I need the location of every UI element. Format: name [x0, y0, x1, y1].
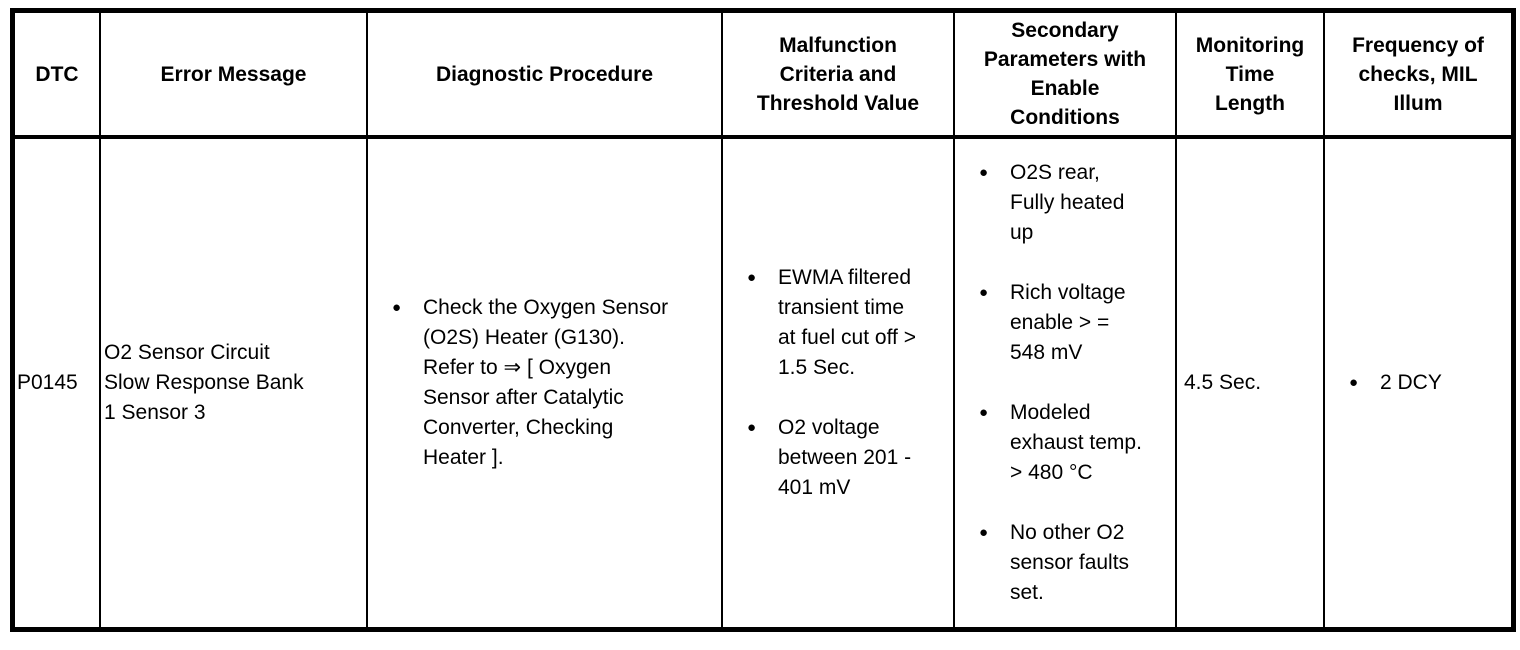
- header-secondary-parameters: Secondary Parameters with Enable Conditi…: [955, 13, 1177, 139]
- cell-secondary-parameters: O2S rear, Fully heated up Rich voltage en…: [955, 139, 1177, 627]
- bullet-item: 2 DCY: [1349, 368, 1503, 398]
- cell-frequency-of-checks: 2 DCY: [1325, 139, 1511, 627]
- cell-error-message: O2 Sensor Circuit Slow Response Bank 1 S…: [101, 139, 368, 627]
- cell-malfunction-criteria: EWMA filtered transient time at fuel cut…: [723, 139, 955, 627]
- bullet-item: EWMA filtered transient time at fuel cut…: [747, 263, 945, 383]
- table-row: P0145 O2 Sensor Circuit Slow Response Ba…: [15, 139, 1511, 627]
- cell-monitoring-time: 4.5 Sec.: [1177, 139, 1325, 627]
- header-frequency-of-checks: Frequency of checks, MIL Illum: [1325, 13, 1511, 139]
- malfunction-criteria-list: EWMA filtered transient time at fuel cut…: [725, 263, 951, 503]
- bullet-item: Rich voltage enable > = 548 mV: [979, 278, 1167, 368]
- header-dtc: DTC: [15, 13, 101, 139]
- bullet-item: No other O2 sensor faults set.: [979, 518, 1167, 608]
- header-error-message: Error Message: [101, 13, 368, 139]
- frequency-list: 2 DCY: [1327, 368, 1509, 398]
- dtc-table: DTC Error Message Diagnostic Procedure M…: [10, 8, 1516, 632]
- bullet-item: O2S rear, Fully heated up: [979, 158, 1167, 248]
- header-diagnostic-procedure: Diagnostic Procedure: [368, 13, 723, 139]
- diagnostic-procedure-list: Check the Oxygen Sensor (O2S) Heater (G1…: [370, 293, 719, 473]
- bullet-item: Check the Oxygen Sensor (O2S) Heater (G1…: [392, 293, 713, 473]
- header-monitoring-time: Monitoring Time Length: [1177, 13, 1325, 139]
- header-row: DTC Error Message Diagnostic Procedure M…: [15, 13, 1511, 139]
- bullet-item: Modeled exhaust temp. > 480 °C: [979, 398, 1167, 488]
- cell-diagnostic-procedure: Check the Oxygen Sensor (O2S) Heater (G1…: [368, 139, 723, 627]
- header-malfunction-criteria: Malfunction Criteria and Threshold Value: [723, 13, 955, 139]
- document-page: DTC Error Message Diagnostic Procedure M…: [0, 0, 1520, 632]
- secondary-parameters-list: O2S rear, Fully heated up Rich voltage en…: [957, 158, 1173, 608]
- cell-dtc-code: P0145: [15, 139, 101, 627]
- bullet-item: O2 voltage between 201 - 401 mV: [747, 413, 945, 503]
